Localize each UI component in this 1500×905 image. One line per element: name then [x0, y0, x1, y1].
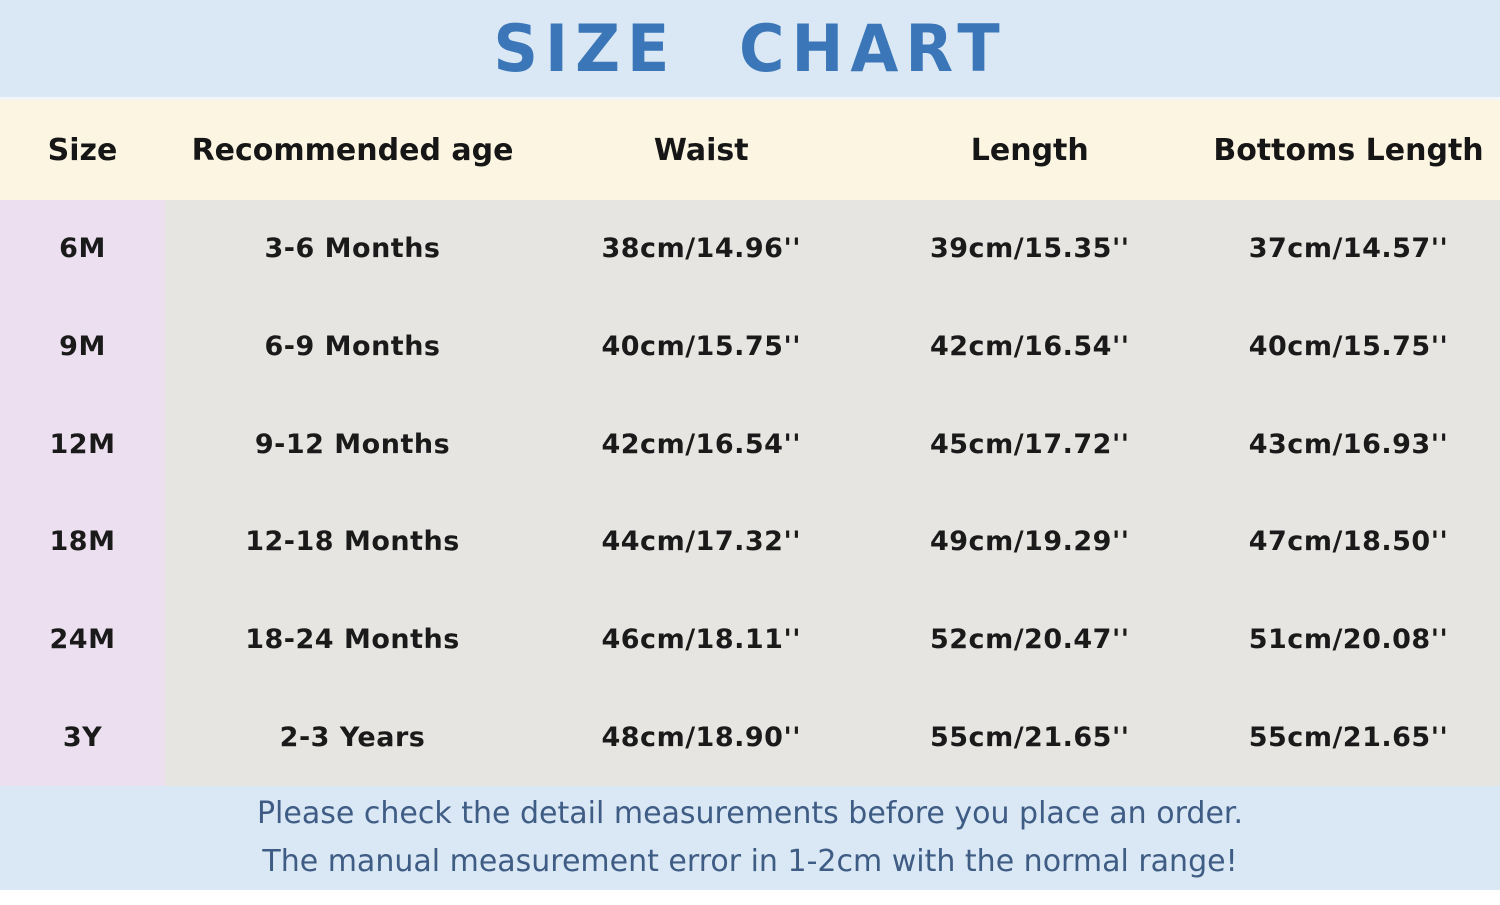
cell-age: 18-24 Months — [245, 624, 460, 656]
cell-age: 2-3 Years — [279, 721, 426, 753]
table-row-6m: 6M 3-6 Months 38cm/14.96'' 39cm/15.35'' … — [0, 200, 1500, 298]
page-title: SIZE CHART — [493, 10, 1007, 87]
cell-age: 9-12 Months — [254, 428, 451, 460]
cell-bottoms-length: 37cm/14.57'' — [1248, 233, 1449, 265]
bottom-margin — [0, 890, 1500, 905]
title-band: SIZE CHART — [0, 0, 1500, 97]
table-body: 6M 3-6 Months 38cm/14.96'' 39cm/15.35'' … — [0, 200, 1500, 787]
footer-note-line2: The manual measurement error in 1-2cm wi… — [262, 844, 1238, 879]
cell-age: 12-18 Months — [245, 526, 460, 558]
cell-size: 3Y — [0, 688, 165, 787]
cell-size: 18M — [0, 493, 165, 591]
cell-bottoms-length: 55cm/21.65'' — [1248, 721, 1449, 753]
cell-bottoms-length: 47cm/18.50'' — [1248, 526, 1449, 558]
cell-age: 6-9 Months — [264, 331, 441, 362]
column-header-length: Length — [970, 132, 1089, 168]
table-header-row: Size Recommended age Waist Length Bottom… — [0, 100, 1500, 200]
cell-length: 49cm/19.29'' — [929, 526, 1130, 558]
cell-bottoms-length: 40cm/15.75'' — [1248, 331, 1449, 362]
cell-length: 42cm/16.54'' — [929, 331, 1130, 362]
table-row-12m: 12M 9-12 Months 42cm/16.54'' 45cm/17.72'… — [0, 395, 1500, 494]
column-header-recommended-age: Recommended age — [191, 132, 514, 168]
footer-note-line1: Please check the detail measurements bef… — [256, 796, 1244, 831]
cell-length: 45cm/17.72'' — [929, 428, 1130, 460]
table-row-9m: 9M 6-9 Months 40cm/15.75'' 42cm/16.54'' … — [0, 297, 1500, 396]
cell-bottoms-length: 43cm/16.93'' — [1248, 428, 1449, 460]
cell-waist: 40cm/15.75'' — [601, 331, 801, 362]
table-row-24m: 24M 18-24 Months 46cm/18.11'' 52cm/20.47… — [0, 590, 1500, 689]
cell-length: 55cm/21.65'' — [929, 721, 1130, 753]
cell-size: 24M — [0, 590, 165, 689]
column-header-waist: Waist — [653, 132, 749, 168]
cell-size: 12M — [0, 395, 165, 494]
cell-length: 52cm/20.47'' — [929, 624, 1130, 656]
cell-waist: 44cm/17.32'' — [601, 526, 801, 558]
cell-age: 3-6 Months — [264, 233, 441, 265]
cell-waist: 42cm/16.54'' — [601, 428, 801, 460]
table-row-3y: 3Y 2-3 Years 48cm/18.90'' 55cm/21.65'' 5… — [0, 688, 1500, 787]
cell-size: 6M — [0, 200, 165, 298]
cell-bottoms-length: 51cm/20.08'' — [1248, 624, 1449, 656]
cell-waist: 48cm/18.90'' — [601, 721, 801, 753]
column-header-bottoms-length: Bottoms Length — [1213, 132, 1484, 168]
column-header-size: Size — [47, 132, 118, 168]
cell-size: 9M — [0, 297, 165, 396]
table-row-18m: 18M 12-18 Months 44cm/17.32'' 49cm/19.29… — [0, 493, 1500, 591]
cell-waist: 38cm/14.96'' — [601, 233, 801, 265]
footer-note-band: Please check the detail measurements bef… — [0, 786, 1500, 890]
cell-length: 39cm/15.35'' — [929, 233, 1130, 265]
cell-waist: 46cm/18.11'' — [601, 624, 801, 656]
divider — [0, 97, 1500, 100]
